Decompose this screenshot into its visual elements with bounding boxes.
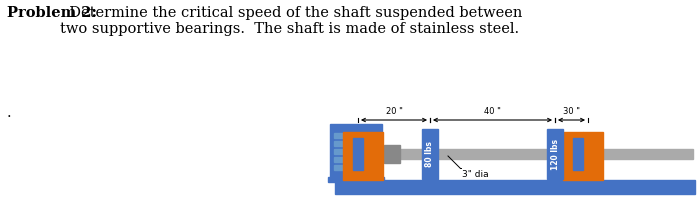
Text: 120 lbs: 120 lbs bbox=[550, 139, 559, 170]
Text: 20 ": 20 " bbox=[386, 107, 402, 116]
Text: Determine the critical speed of the shaft suspended between
two supportive beari: Determine the critical speed of the shaf… bbox=[60, 6, 522, 36]
Bar bbox=[334, 165, 378, 170]
Bar bbox=[334, 157, 378, 162]
Bar bbox=[384, 145, 400, 163]
Bar bbox=[334, 141, 378, 146]
Bar bbox=[343, 132, 363, 180]
Bar bbox=[328, 177, 384, 182]
Text: .: . bbox=[7, 106, 12, 120]
Text: 3" dia: 3" dia bbox=[462, 170, 489, 179]
Bar bbox=[422, 129, 438, 179]
Bar bbox=[334, 149, 378, 154]
Text: 30 ": 30 " bbox=[563, 107, 580, 116]
Text: 80 lbs: 80 lbs bbox=[426, 141, 435, 167]
Bar bbox=[330, 124, 382, 180]
Bar bbox=[335, 180, 695, 194]
Text: 40 ": 40 " bbox=[484, 107, 501, 116]
Text: Problem 2:: Problem 2: bbox=[7, 6, 97, 20]
Bar bbox=[573, 138, 583, 170]
Bar bbox=[353, 138, 363, 170]
Bar bbox=[334, 133, 378, 138]
Bar bbox=[382, 149, 693, 159]
Bar bbox=[363, 132, 383, 180]
Bar bbox=[563, 132, 583, 180]
Bar bbox=[547, 129, 563, 179]
Bar bbox=[583, 132, 603, 180]
